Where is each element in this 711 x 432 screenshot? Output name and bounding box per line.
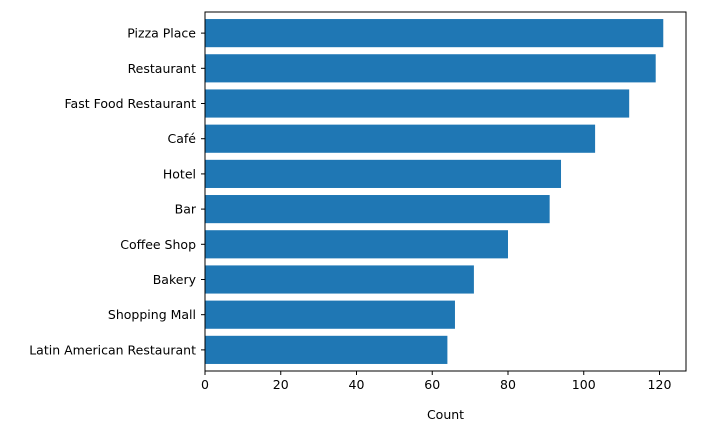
bar-2 (205, 89, 630, 118)
category-label: Fast Food Restaurant (65, 96, 197, 111)
bar-3 (205, 124, 596, 153)
plot-frame (204, 11, 687, 372)
category-label: Coffee Shop (120, 237, 196, 252)
bar-1 (205, 54, 656, 83)
x-tick-label: 80 (500, 377, 516, 392)
category-label: Restaurant (128, 61, 197, 76)
x-tick-label: 120 (648, 377, 672, 392)
x-tick-label: 100 (572, 377, 596, 392)
category-labels: Pizza Place Restaurant Fast Food Restauran… (29, 26, 205, 357)
x-tick-label: 40 (349, 377, 365, 392)
category-label: Latin American Restaurant (29, 342, 196, 357)
x-tick-label: 0 (201, 377, 209, 392)
bar-7 (205, 265, 474, 294)
bar-5 (205, 195, 550, 224)
x-axis-ticks: 0 20 40 60 80 100 120 (201, 371, 671, 392)
category-label: Pizza Place (127, 26, 196, 41)
bar-9 (205, 335, 448, 364)
category-label: Hotel (163, 166, 196, 181)
bar-6 (205, 230, 508, 259)
bar-4 (205, 159, 562, 188)
x-axis-label: Count (427, 407, 464, 422)
category-label: Bar (175, 202, 197, 217)
bar-8 (205, 300, 455, 329)
category-label: Bakery (153, 272, 197, 287)
bar-0 (205, 19, 664, 48)
category-label: Shopping Mall (108, 307, 196, 322)
x-tick-label: 20 (273, 377, 289, 392)
x-tick-label: 60 (424, 377, 440, 392)
category-label: Café (168, 131, 197, 146)
bars (205, 19, 664, 364)
